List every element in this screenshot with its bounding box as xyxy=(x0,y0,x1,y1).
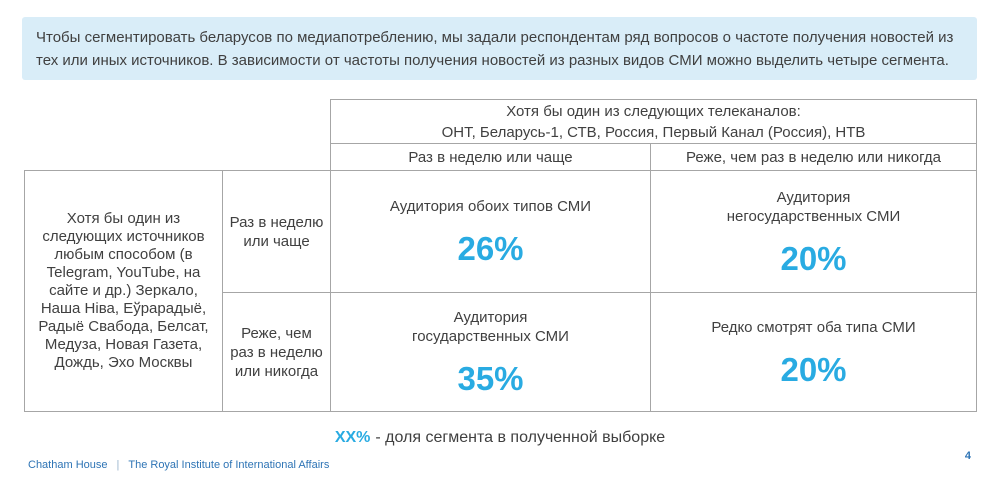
segment-label: Аудитория государственных СМИ xyxy=(412,309,569,345)
segment-value: 20% xyxy=(780,350,847,388)
segment-cell-both-media: Аудитория обоих типов СМИ 26% xyxy=(330,170,650,292)
segment-cell-nonstate-media: Аудитория негосударственных СМИ 20% xyxy=(650,170,977,292)
table-column-group-header: Хотя бы один из следующих телеканалов: О… xyxy=(330,99,977,143)
table-row-header-rarely: Реже, чем раз в неделю или никогда xyxy=(222,292,330,412)
segment-label: Аудитория обоих типов СМИ xyxy=(389,198,592,215)
segment-value: 35% xyxy=(457,360,524,397)
segment-value: 20% xyxy=(780,239,847,277)
table-row-header-weekly: Раз в неделю или чаще xyxy=(222,170,330,292)
legend: XX% - доля сегмента в полученной выборке xyxy=(0,429,1000,447)
segment-value: 26% xyxy=(457,230,524,267)
segmentation-table: Хотя бы один из следующих телеканалов: О… xyxy=(24,99,977,412)
table-column-header-weekly: Раз в неделю или чаще xyxy=(330,143,650,170)
intro-text: Чтобы сегментировать беларусов по медиап… xyxy=(36,29,954,69)
table-row-group-header: Хотя бы один из следующих источников люб… xyxy=(24,170,222,412)
segment-label: Редко смотрят оба типа СМИ xyxy=(711,318,916,336)
column-group-header-line2: ОНТ, Беларусь-1, СТВ, Россия, Первый Кан… xyxy=(441,123,866,141)
page-number: 4 xyxy=(964,450,971,462)
segment-cell-state-media: Аудитория государственных СМИ 35% xyxy=(330,292,650,412)
legend-text: - доля сегмента в полученной выборке xyxy=(375,429,666,446)
column-group-header-line1: Хотя бы один из следующих телеканалов: xyxy=(506,102,801,120)
table-column-header-rarely: Реже, чем раз в неделю или никогда xyxy=(650,143,977,170)
footer-separator: | xyxy=(116,459,120,471)
segment-label: Аудитория негосударственных СМИ xyxy=(726,188,901,225)
footer-org-full: The Royal Institute of International Aff… xyxy=(128,459,330,471)
footer: Chatham House | The Royal Institute of I… xyxy=(28,459,329,471)
intro-box: Чтобы сегментировать беларусов по медиап… xyxy=(22,17,977,80)
legend-prefix: XX% xyxy=(334,429,371,446)
footer-org: Chatham House xyxy=(28,459,108,471)
segment-cell-rare-both: Редко смотрят оба типа СМИ 20% xyxy=(650,292,977,412)
